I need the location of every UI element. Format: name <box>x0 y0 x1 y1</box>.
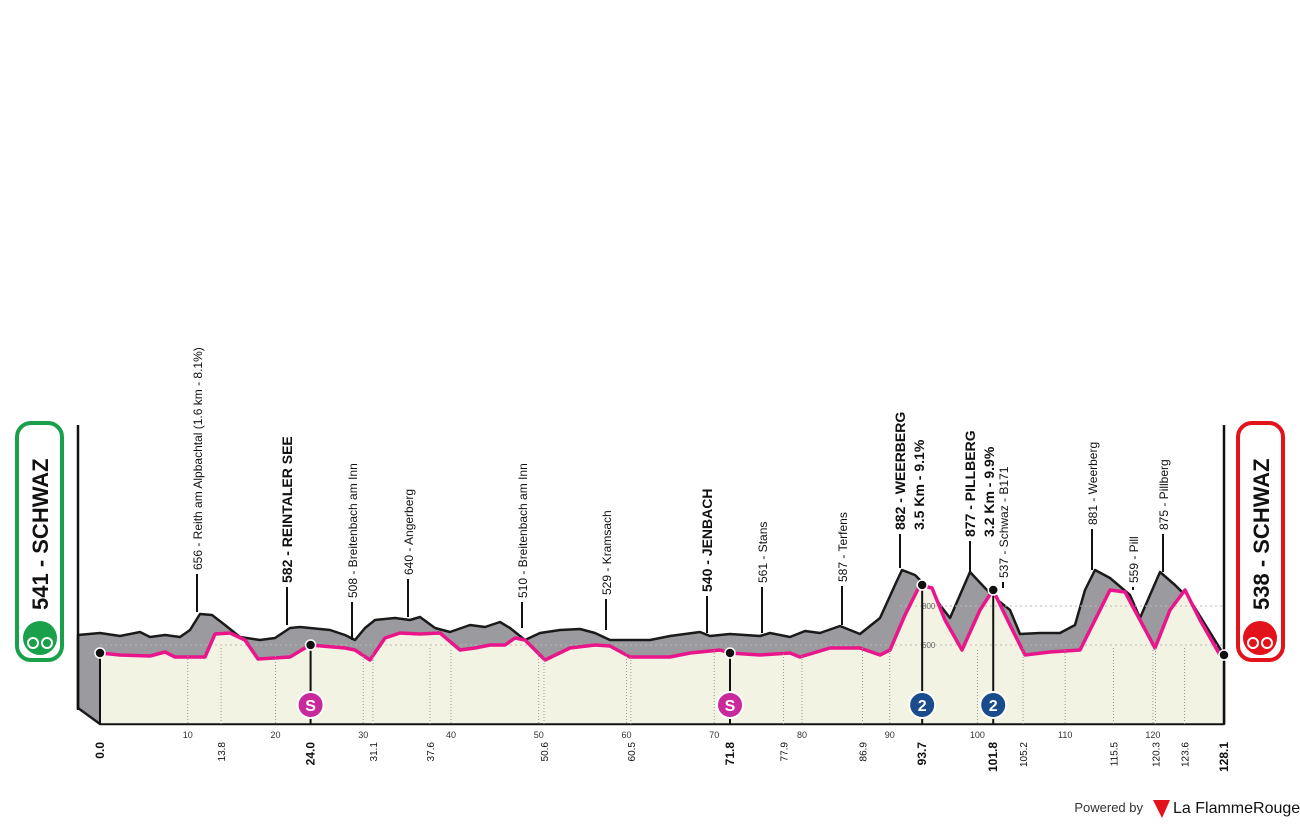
tick-label: 50 <box>534 730 544 740</box>
brand-name: La FlammeRouge <box>1173 800 1300 817</box>
tick-label: 70 <box>709 730 719 740</box>
waypoint-label: 881 - Weerberg <box>1086 442 1100 525</box>
tick-label: 40 <box>446 730 456 740</box>
badge <box>979 691 1008 719</box>
start-icon-wheel <box>27 637 39 649</box>
km-dot <box>724 647 736 659</box>
waypoint-label: 587 - Terfens <box>836 512 850 582</box>
waypoint-label: 559 - Pill <box>1127 536 1141 583</box>
waypoint-label: 540 - JENBACH <box>699 489 715 592</box>
km-label: 50.6 <box>540 742 551 762</box>
km-label: 123.6 <box>1181 742 1192 767</box>
finish-icon-wheel <box>1261 637 1273 649</box>
km-label: 37.6 <box>426 742 437 762</box>
finish-icon <box>1243 621 1277 655</box>
km-label: 0.0 <box>93 742 107 759</box>
waypoint-label: 510 - Breitenbach am Inn <box>516 463 530 598</box>
route-line <box>99 583 1222 662</box>
km-label: 31.1 <box>369 742 380 762</box>
badge-label: 2 <box>989 698 998 715</box>
km-label: 115.5 <box>1109 742 1120 767</box>
start-icon-wheel <box>41 637 53 649</box>
km-label: 128.1 <box>1217 742 1231 772</box>
badge <box>296 691 325 719</box>
badge-label: S <box>305 698 316 715</box>
waypoint-label: 561 - Stans <box>756 522 770 583</box>
tick-label: 10 <box>183 730 193 740</box>
finish-badge <box>1236 421 1285 662</box>
route-area <box>100 585 1224 724</box>
km-label: 24.0 <box>304 742 318 766</box>
km-label: 120.3 <box>1152 742 1163 767</box>
km-dot <box>304 639 317 651</box>
tick-label: 110 <box>1058 730 1072 740</box>
finish-icon-wheel <box>1247 637 1259 649</box>
waypoint-sub: 3.2 Km - 9.9% <box>981 446 997 537</box>
waypoint-label: 656 - Reith am Alpbachtal (1.6 km - 8.1%… <box>191 347 205 570</box>
waypoint-label: 875 - Pillberg <box>1157 459 1171 530</box>
tick-label: 60 <box>621 730 631 740</box>
brand-prefix: Powered by <box>1074 800 1143 815</box>
km-dot <box>94 647 106 659</box>
km-dot <box>987 584 999 596</box>
km-label: 13.8 <box>217 742 228 762</box>
km-label: 105.2 <box>1019 742 1030 767</box>
waypoint-label: 582 - REINTALER SEE <box>279 436 295 583</box>
tick-label: 120 <box>1145 730 1160 740</box>
waypoint-sub: 3.5 Km - 9.1% <box>911 439 927 530</box>
tick-label: 90 <box>885 730 895 740</box>
km-label: 86.9 <box>858 742 869 762</box>
start-icon <box>23 621 57 655</box>
km-label: 60.5 <box>627 742 638 762</box>
badge-label: S <box>725 698 736 715</box>
tick-label: 100 <box>970 730 985 740</box>
start-badge <box>15 421 64 662</box>
km-dot <box>916 579 928 591</box>
waypoint-label: 529 - Kramsach <box>600 510 614 595</box>
km-dot <box>1218 649 1230 661</box>
tick-label: 20 <box>270 730 280 740</box>
waypoint-label: 877 - PILLBERG <box>962 430 978 537</box>
km-label: 101.8 <box>986 742 1000 772</box>
badge <box>908 691 937 719</box>
grid-label: 800 <box>922 602 936 611</box>
brand-logo <box>1153 800 1170 818</box>
waypoint-label: 882 - WEERBERG <box>892 412 908 530</box>
start-label: 541 - SCHWAZ <box>28 458 53 610</box>
tick-label: 30 <box>358 730 368 740</box>
tick-label: 80 <box>797 730 807 740</box>
km-label: 71.8 <box>723 742 737 766</box>
finish-label: 538 - SCHWAZ <box>1249 458 1274 610</box>
km-label: 77.9 <box>780 742 791 762</box>
waypoint-label: 537 - Schwaz - B171 <box>997 466 1011 578</box>
waypoint-label: 640 - Angerberg <box>402 489 416 575</box>
waypoint-label: 508 - Breitenbach am Inn <box>346 463 360 598</box>
badge <box>716 691 745 719</box>
badge-label: 2 <box>918 698 927 715</box>
km-label: 93.7 <box>915 742 929 766</box>
grid-label: 600 <box>922 641 936 650</box>
